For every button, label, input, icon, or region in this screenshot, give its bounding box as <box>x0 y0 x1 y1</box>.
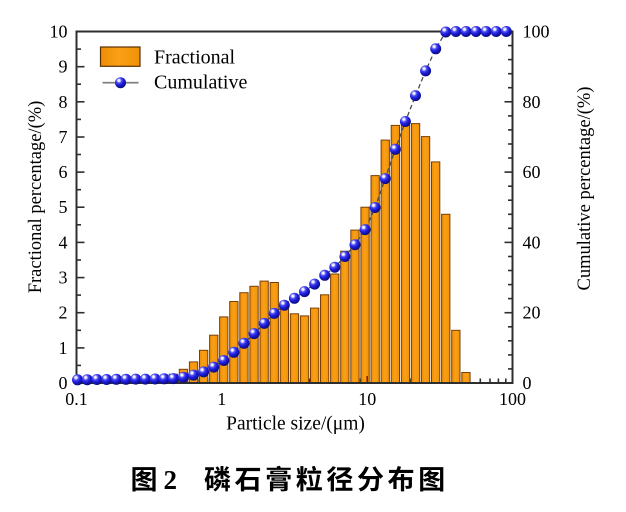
svg-text:0.1: 0.1 <box>65 389 88 409</box>
svg-text:5: 5 <box>59 197 68 217</box>
svg-text:1: 1 <box>59 338 68 358</box>
svg-text:60: 60 <box>523 162 541 182</box>
svg-text:0: 0 <box>523 373 532 393</box>
svg-text:80: 80 <box>523 92 541 112</box>
svg-text:Fractional percentage/(%): Fractional percentage/(%) <box>26 101 46 294</box>
svg-text:Fractional: Fractional <box>154 47 236 69</box>
svg-text:40: 40 <box>523 232 541 252</box>
svg-text:0: 0 <box>59 373 68 393</box>
svg-text:1: 1 <box>217 389 226 409</box>
svg-text:100: 100 <box>499 389 526 409</box>
svg-text:8: 8 <box>59 92 68 112</box>
svg-text:Cumulative: Cumulative <box>154 72 247 94</box>
svg-text:2: 2 <box>164 465 178 495</box>
svg-text:7: 7 <box>59 127 68 147</box>
svg-text:20: 20 <box>523 303 541 323</box>
svg-text:4: 4 <box>59 232 68 252</box>
svg-text:10: 10 <box>50 22 68 42</box>
svg-text:Cumulative percentage/(%): Cumulative percentage/(%) <box>575 87 595 291</box>
svg-text:2: 2 <box>59 303 68 323</box>
svg-text:100: 100 <box>523 22 550 42</box>
svg-text:Particle size/(μm): Particle size/(μm) <box>226 414 365 435</box>
svg-text:10: 10 <box>358 389 376 409</box>
svg-text:9: 9 <box>59 57 68 77</box>
svg-text:6: 6 <box>59 162 68 182</box>
svg-text:3: 3 <box>59 268 68 288</box>
